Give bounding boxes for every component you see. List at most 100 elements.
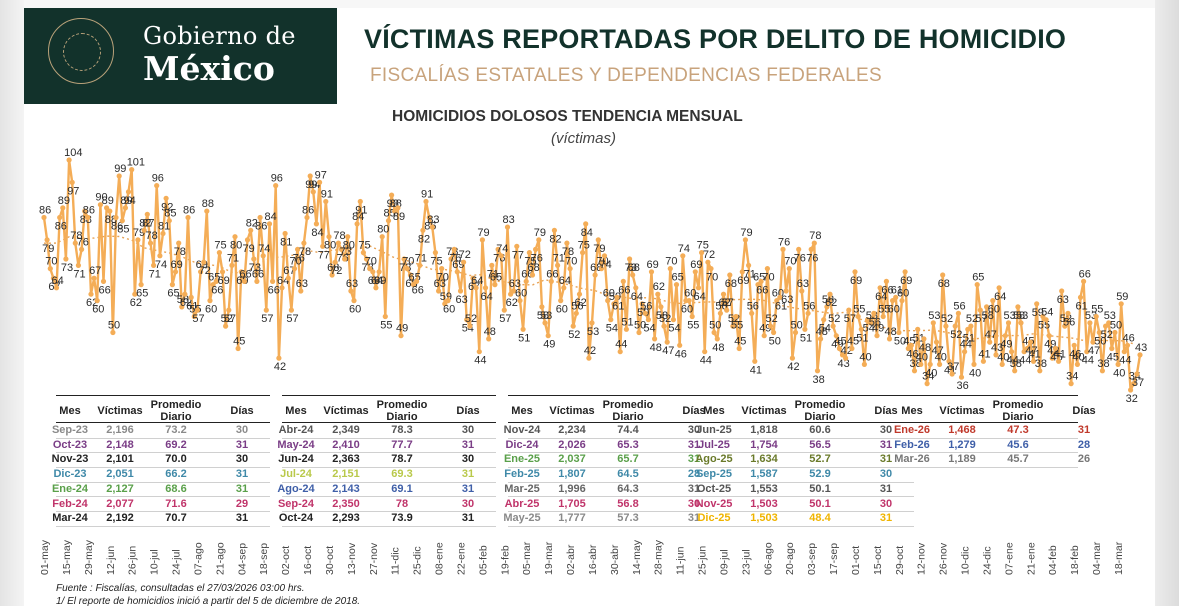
data-label: 62 xyxy=(653,281,665,293)
data-point xyxy=(611,301,617,307)
data-label: 60 xyxy=(897,288,909,300)
x-tick-label: 15-may xyxy=(61,539,73,575)
data-label: 63 xyxy=(509,278,521,290)
data-point xyxy=(520,326,526,332)
row-dias: 30 xyxy=(687,497,701,510)
row-promedio: 52.9 xyxy=(809,468,831,481)
data-point xyxy=(868,320,874,326)
data-label: 84 xyxy=(265,211,277,223)
data-label: 53 xyxy=(1085,310,1097,322)
data-label: 38 xyxy=(813,374,825,386)
data-point xyxy=(414,278,420,284)
data-point xyxy=(652,336,658,342)
row-victimas: 1,503 xyxy=(750,512,778,525)
data-label: 70 xyxy=(437,272,449,284)
data-label: 70 xyxy=(365,256,377,268)
data-point xyxy=(1071,342,1077,348)
row-divider xyxy=(508,525,722,527)
data-point xyxy=(720,291,727,297)
row-victimas: 1,468 xyxy=(948,424,976,436)
data-label: 70 xyxy=(596,256,608,268)
data-point xyxy=(207,298,213,304)
data-point xyxy=(727,272,733,278)
data-point xyxy=(1074,361,1080,367)
data-point xyxy=(116,173,122,179)
data-point xyxy=(260,253,266,259)
x-tick-label: 06-ago xyxy=(762,542,774,575)
data-point xyxy=(244,237,251,243)
table-header-rule xyxy=(898,422,1078,423)
row-promedio: 57.3 xyxy=(617,512,639,525)
data-point xyxy=(163,195,169,201)
data-label: 52 xyxy=(941,313,953,325)
row-mes: Ene-24 xyxy=(51,482,89,495)
data-label: 74 xyxy=(258,243,270,255)
data-point xyxy=(295,246,301,252)
data-label: 50 xyxy=(1094,336,1106,348)
data-point xyxy=(166,218,172,224)
data-point xyxy=(154,183,160,189)
data-label: 86 xyxy=(83,205,95,217)
data-point xyxy=(1090,339,1096,345)
data-label: 52 xyxy=(1060,313,1072,325)
row-dias: 31 xyxy=(461,512,475,525)
data-point xyxy=(896,329,902,336)
row-promedio: 68.6 xyxy=(165,482,187,495)
data-point xyxy=(802,326,808,332)
data-point xyxy=(188,294,194,300)
data-label: 56 xyxy=(747,300,759,312)
data-point xyxy=(182,291,188,297)
row-divider xyxy=(898,466,1078,468)
row-promedio: 65.7 xyxy=(617,453,639,466)
row-dias: 31 xyxy=(461,438,475,451)
data-point xyxy=(132,291,138,297)
table-header-rule xyxy=(508,422,722,423)
row-mes: Sep-25 xyxy=(695,468,733,481)
data-point xyxy=(664,339,670,345)
data-point xyxy=(536,237,542,243)
data-label: 62 xyxy=(180,297,192,309)
row-mes: Dic-25 xyxy=(697,512,731,525)
data-label: 72 xyxy=(330,265,342,277)
data-point xyxy=(1030,358,1037,364)
data-point xyxy=(977,307,983,313)
row-dias: 30 xyxy=(879,468,893,481)
data-point xyxy=(830,323,836,329)
data-point xyxy=(708,266,714,272)
data-label: 78 xyxy=(562,246,574,258)
data-point xyxy=(999,361,1005,367)
row-divider xyxy=(700,511,914,512)
row-mes: Nov-24 xyxy=(503,424,541,436)
data-label: 47 xyxy=(662,345,674,357)
data-point xyxy=(476,349,482,355)
x-tick-label: 19-mar xyxy=(543,541,555,575)
data-point xyxy=(511,288,517,294)
data-label: 76 xyxy=(806,252,818,264)
row-divider xyxy=(508,511,722,512)
data-point xyxy=(198,269,204,275)
data-label: 101 xyxy=(127,157,145,169)
data-point xyxy=(855,313,861,320)
row-victimas: 2,101 xyxy=(106,453,134,466)
row-mes: Mar-26 xyxy=(894,453,930,466)
header-dias: Días xyxy=(682,405,706,417)
data-point xyxy=(943,323,949,329)
x-tick-label: 18-feb xyxy=(1069,545,1081,575)
data-label: 89 xyxy=(102,195,114,207)
data-point xyxy=(135,237,141,243)
x-tick-label: 22-ene xyxy=(455,542,467,575)
data-label: 40 xyxy=(969,367,981,379)
row-victimas: 1,587 xyxy=(750,468,778,481)
data-label: 58 xyxy=(822,294,834,306)
data-point xyxy=(323,198,329,205)
data-point xyxy=(849,345,855,352)
data-point xyxy=(285,275,291,281)
data-label: 63 xyxy=(434,278,446,290)
data-point xyxy=(407,272,413,278)
data-point xyxy=(1093,313,1099,320)
data-label: 62 xyxy=(575,297,587,309)
data-point xyxy=(780,246,786,252)
data-label: 60 xyxy=(988,304,1000,316)
x-tick-label: 07-ago xyxy=(192,542,204,575)
data-point xyxy=(598,266,605,272)
